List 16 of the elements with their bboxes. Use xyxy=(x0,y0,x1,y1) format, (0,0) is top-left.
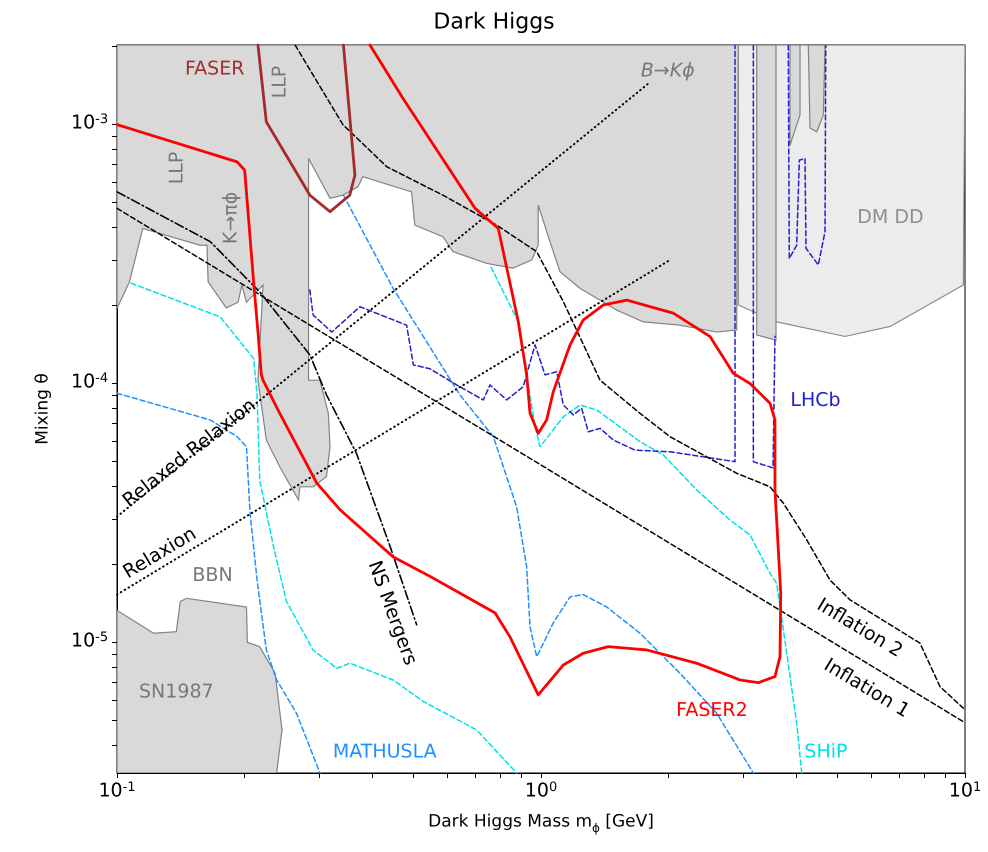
chart-title: Dark Higgs xyxy=(433,10,555,34)
series-label: MATHUSLA xyxy=(332,740,437,762)
series-label: SHiP xyxy=(804,740,848,762)
annotation: K→πϕ xyxy=(219,192,242,244)
annotation: LLP xyxy=(165,152,188,184)
line-series xyxy=(788,44,826,266)
series-label: DM DD xyxy=(857,206,924,228)
text: LHCb xyxy=(790,388,841,411)
annotation: SN1987 xyxy=(138,680,214,703)
annotation: B→Kϕ xyxy=(640,59,695,82)
series-label: FASER2 xyxy=(676,699,748,722)
line-series xyxy=(752,44,776,469)
annotation: BBN xyxy=(192,564,233,586)
series-label: FASER xyxy=(184,57,244,80)
y-axis-title: Mixing θ xyxy=(32,373,52,445)
annotation: LLP xyxy=(268,66,291,98)
